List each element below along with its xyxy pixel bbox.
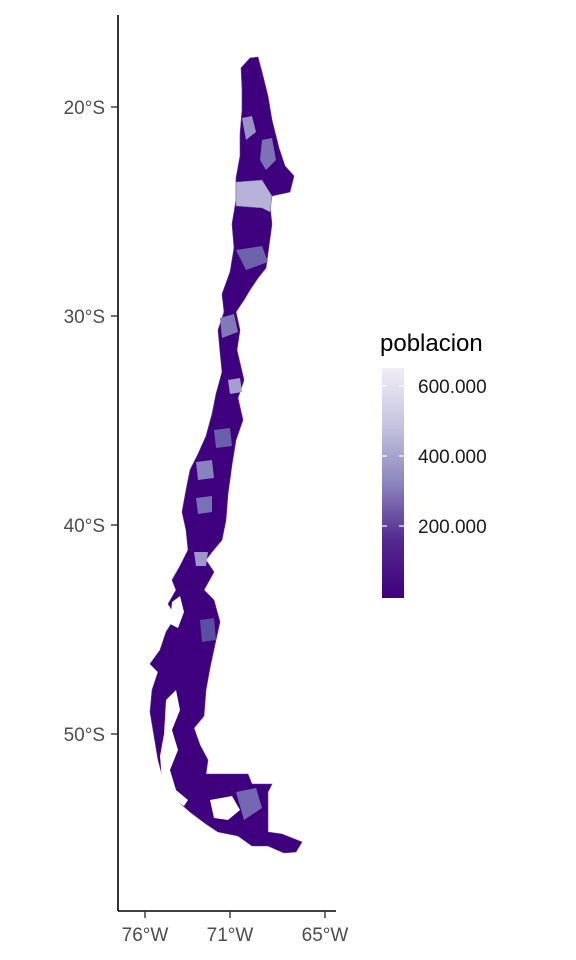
region-magallanes	[236, 788, 262, 820]
region-temuco	[196, 496, 212, 514]
legend-label: 400.000	[418, 447, 487, 468]
legend-label: 600.000	[418, 377, 487, 398]
legend-colorbar	[382, 368, 404, 598]
y-ticks: 20°S 30°S 40°S 50°S	[64, 98, 118, 746]
region-iquique	[242, 116, 256, 140]
southern-islands-gap	[170, 596, 184, 628]
region-santiago	[228, 378, 242, 394]
legend-ticks	[382, 385, 404, 527]
y-tick-label: 30°S	[64, 307, 105, 328]
southern-fjords	[160, 690, 188, 806]
region-puerto-montt	[194, 552, 208, 566]
legend-title: poblacion	[380, 330, 483, 357]
region-antofagasta	[235, 179, 273, 213]
y-tick-label: 50°S	[64, 725, 105, 746]
region-aysen	[200, 618, 216, 642]
region-concepcion	[196, 460, 214, 480]
magellan-strait	[210, 796, 240, 820]
region-la-serena	[220, 314, 238, 338]
x-tick-label: 65°W	[302, 925, 349, 946]
region-copiapo	[236, 246, 268, 270]
x-tick-label: 71°W	[207, 925, 254, 946]
x-tick-label: 76°W	[122, 925, 169, 946]
y-tick-label: 40°S	[64, 516, 105, 537]
legend-label: 200.000	[418, 517, 487, 538]
x-ticks: 76°W 71°W 65°W	[122, 911, 349, 946]
region-calama	[260, 138, 276, 170]
region-maule	[214, 428, 232, 448]
y-tick-label: 20°S	[64, 98, 105, 119]
